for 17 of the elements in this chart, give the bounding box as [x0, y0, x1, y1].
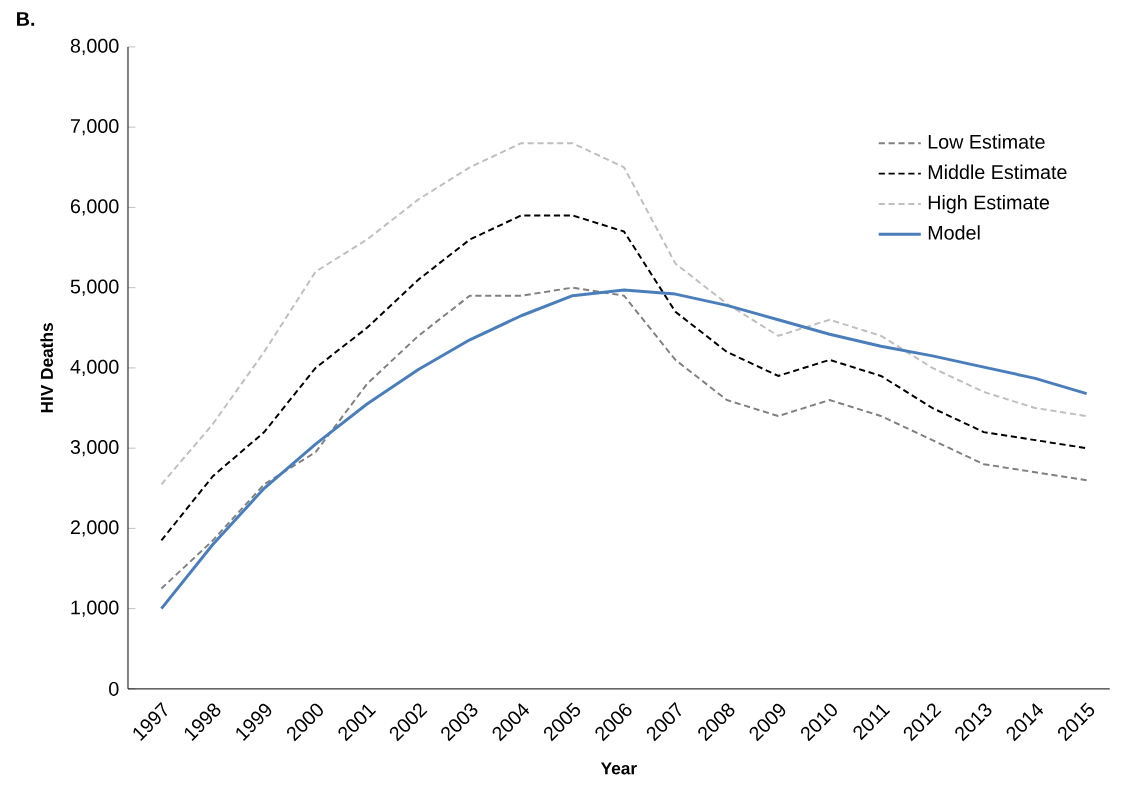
- y-tick-label: 5,000: [70, 279, 119, 296]
- legend-label: Middle Estimate: [928, 164, 1067, 180]
- y-axis-title: HIV Deaths: [40, 323, 53, 413]
- x-axis-title: Year: [600, 762, 637, 775]
- y-tick-label: 0: [109, 681, 119, 696]
- y-tick-label: 2,000: [70, 520, 119, 537]
- y-tick-label: 3,000: [70, 440, 119, 457]
- legend-label: Low Estimate: [928, 134, 1045, 149]
- legend-label: Model: [928, 225, 980, 240]
- legend-label: High Estimate: [928, 194, 1050, 214]
- line-series: [160, 214, 1088, 542]
- y-tick-label: 7,000: [70, 119, 119, 136]
- y-tick-label: 6,000: [70, 199, 119, 216]
- y-tick-label: 4,000: [70, 359, 119, 377]
- chart-title: B.: [17, 12, 35, 26]
- y-tick-label: 8,000: [70, 38, 119, 56]
- y-tick-label: 1,000: [71, 600, 119, 617]
